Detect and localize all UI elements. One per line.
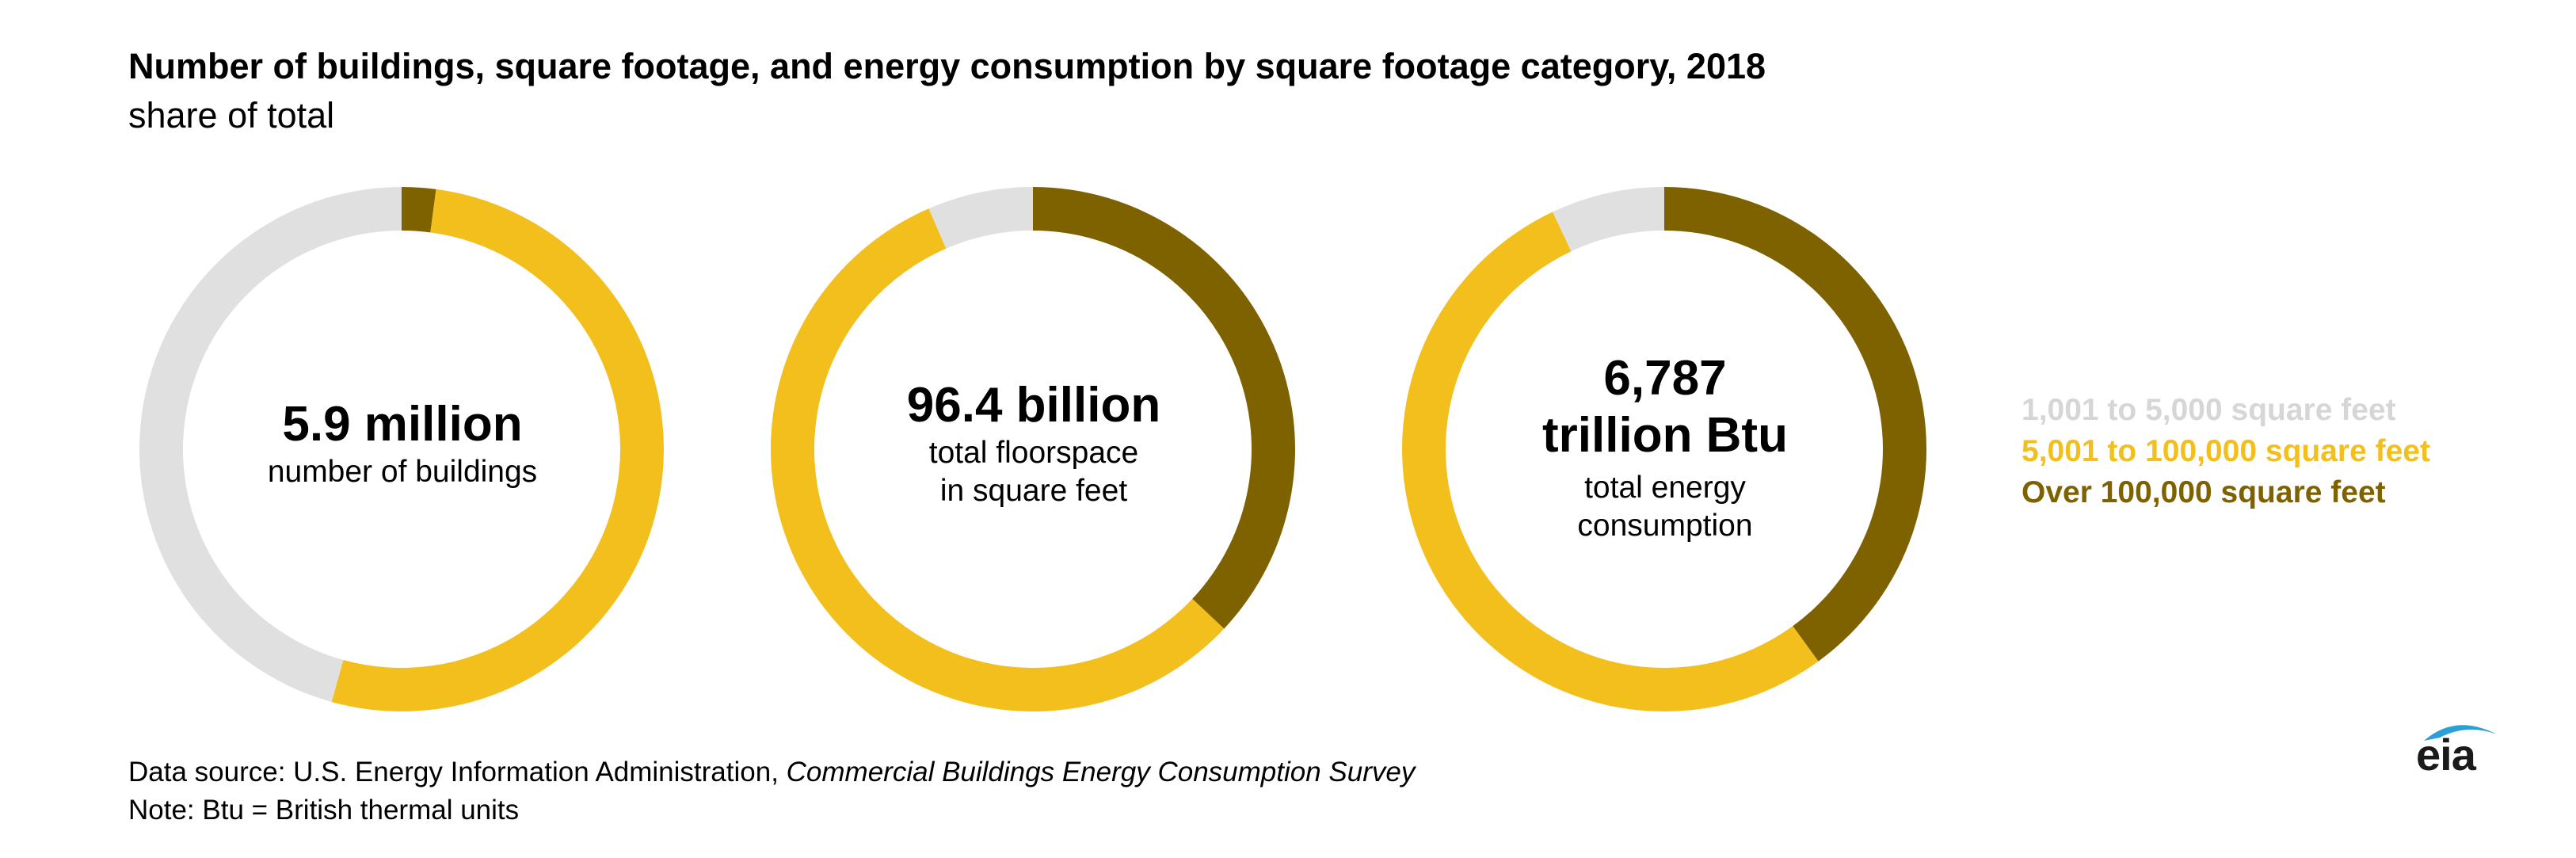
donut-3-label-line-2: consumption <box>1577 509 1753 543</box>
donut-1-label: number of buildings <box>267 455 538 489</box>
donut-3-center: 6,787 trillion Btu total energy consumpt… <box>1459 350 1871 545</box>
donut-3-slice-large <box>1664 187 1926 662</box>
donut-3-label-line-1: total energy <box>1584 471 1746 505</box>
donut-2-label-line-1: total floorspace <box>928 436 1139 470</box>
legend-item-small: 1,001 to 5,000 square feet <box>2022 393 2396 427</box>
donut-2-label-line-2: in square feet <box>939 474 1128 508</box>
eia-logo-swoosh <box>2424 725 2497 741</box>
donut-2-center: 96.4 billion total floorspace in square … <box>828 377 1240 510</box>
donut-1-center: 5.9 million number of buildings <box>196 396 608 491</box>
data-source: Data source: U.S. Energy Information Adm… <box>128 757 1415 788</box>
donut-2-slice-medium <box>770 208 1225 712</box>
note: Note: Btu = British thermal units <box>128 795 520 826</box>
chart-subtitle: share of total <box>128 95 335 135</box>
donut-2-slice-large <box>1033 187 1295 629</box>
donut-2-value: 96.4 billion <box>906 378 1161 433</box>
donut-3-slice-medium <box>1402 212 1819 711</box>
legend-item-medium: 5,001 to 100,000 square feet <box>2022 434 2430 468</box>
data-source-survey: Commercial Buildings Energy Consumption … <box>786 757 1416 787</box>
donut-3-value-line-2: trillion Btu <box>1542 408 1788 463</box>
chart-title: Number of buildings, square footage, and… <box>128 46 1766 86</box>
legend-item-large: Over 100,000 square feet <box>2022 475 2386 509</box>
donut-3-value-line-1: 6,787 <box>1603 351 1727 406</box>
eia-logo-text: eia <box>2416 730 2476 780</box>
donut-1-value: 5.9 million <box>282 397 523 452</box>
donut-1-slice-medium <box>331 189 664 711</box>
data-source-prefix: Data source: U.S. Energy Information Adm… <box>128 757 787 787</box>
donut-1-slice-small <box>139 187 402 702</box>
legend: 1,001 to 5,000 square feet 5,001 to 100,… <box>2022 390 2430 513</box>
donut-2-slice-small <box>928 187 1033 249</box>
donut-3-slice-small <box>1553 187 1664 252</box>
donut-1-slice-large <box>402 187 436 233</box>
eia-logo <box>2424 725 2497 741</box>
